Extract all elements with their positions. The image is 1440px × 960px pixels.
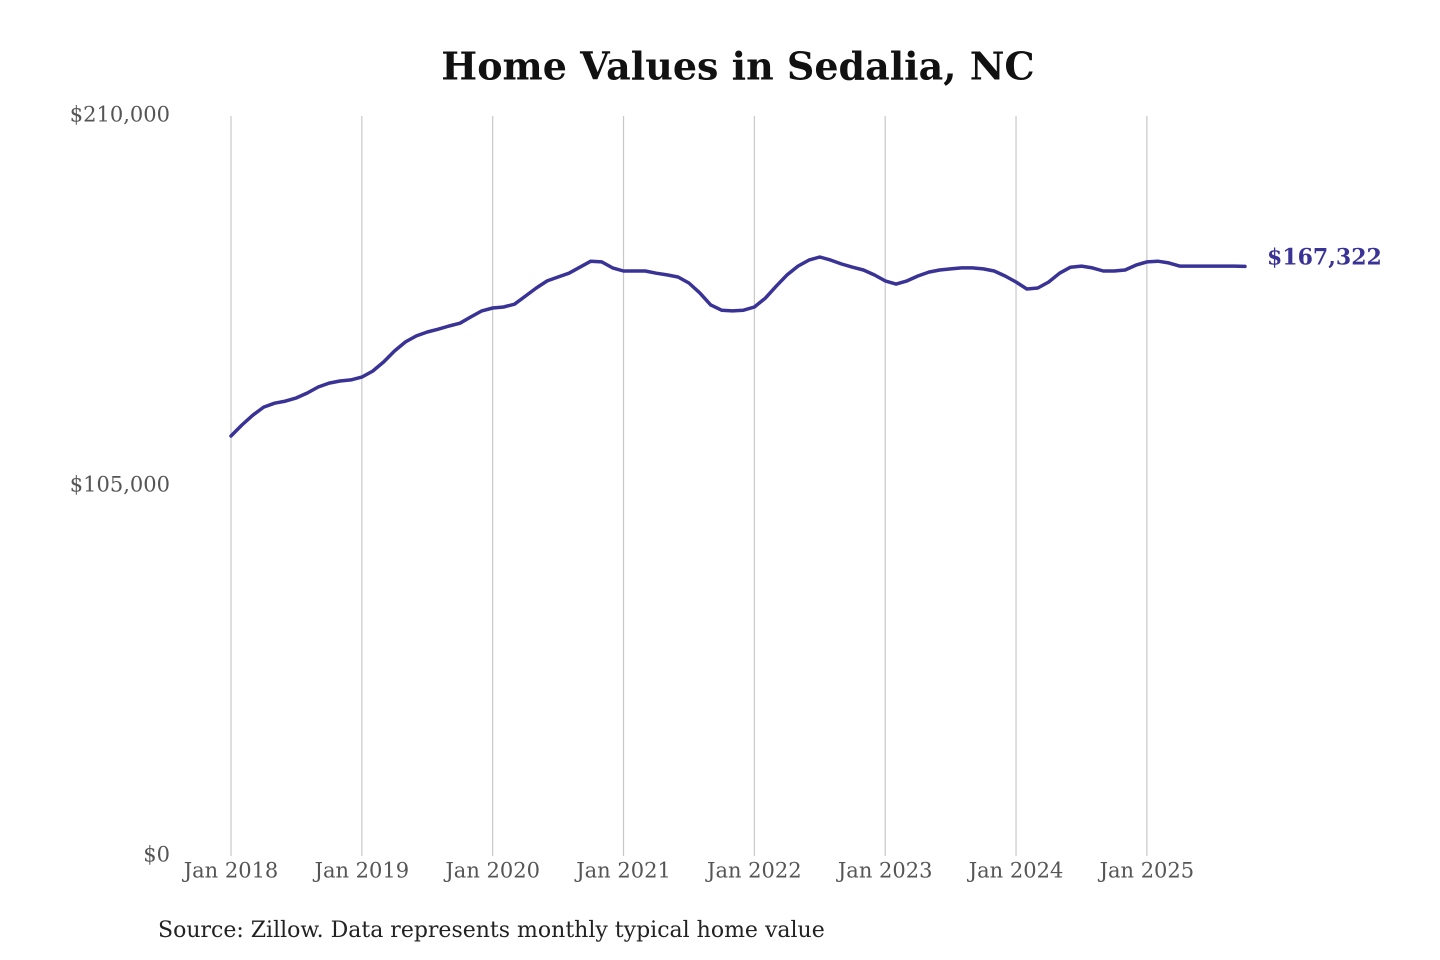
- x-tick-label: Jan 2023: [836, 859, 933, 883]
- x-tick-label: Jan 2025: [1098, 859, 1195, 883]
- x-tick-label: Jan 2020: [443, 859, 540, 883]
- x-tick-label: Jan 2019: [313, 859, 410, 883]
- source-note: Source: Zillow. Data represents monthly …: [158, 918, 825, 943]
- line: [229, 255, 1247, 438]
- y-tick-label: $0: [143, 843, 170, 867]
- x-tick-label: Jan 2018: [182, 859, 279, 883]
- y-tick-label: $105,000: [70, 473, 170, 497]
- x-tick-label: Jan 2021: [574, 859, 671, 883]
- value-label: $167,322: [1267, 244, 1382, 270]
- y-tick-label: $210,000: [70, 103, 170, 127]
- x-tick-label: Jan 2022: [705, 859, 802, 883]
- x-tick-label: Jan 2024: [967, 859, 1064, 883]
- chart-title: Home Values in Sedalia, NC: [441, 44, 1034, 89]
